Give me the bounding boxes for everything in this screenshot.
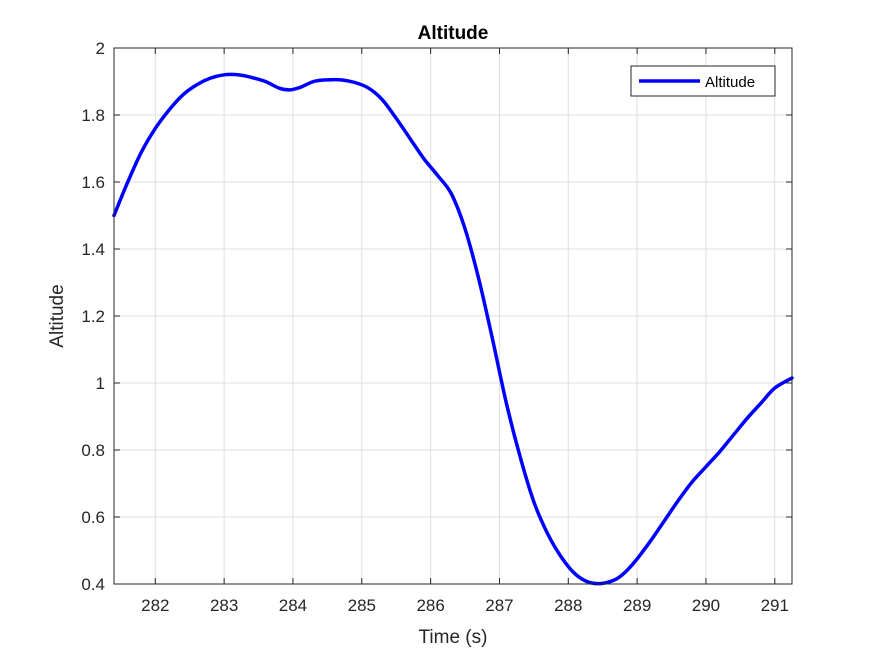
legend: Altitude [630,65,776,97]
chart-title: Altitude [418,23,489,44]
series-line-altitude [112,72,794,586]
x-axis-title: Time (s) [419,627,488,648]
series-layer [112,72,794,586]
x-tick-label: 283 [210,596,238,615]
legend-label: Altitude [705,74,755,91]
y-tick-label: 1 [96,374,105,393]
y-axis-title: Altitude [47,284,68,347]
x-tick-label: 286 [416,596,444,615]
y-tick-label: 0.8 [81,441,105,460]
x-tick-label: 285 [348,596,376,615]
y-tick-label: 0.4 [81,575,105,594]
y-tick-label: 0.6 [81,508,105,527]
x-tick-label: 284 [279,596,307,615]
x-tick-label: 289 [623,596,651,615]
ticks: 282 283 284 285 286 287 288 289 290 291 0.4 0.6 0.8 1… [81,39,792,615]
x-tick-label: 287 [485,596,513,615]
x-tick-label: 291 [761,596,789,615]
y-tick-label: 1.8 [81,106,105,125]
y-tick-label: 1.2 [81,307,105,326]
y-tick-label: 2 [96,39,105,58]
x-tick-label: 290 [692,596,720,615]
y-tick-label: 1.6 [81,173,105,192]
x-tick-label: 282 [141,596,169,615]
x-tick-label: 288 [554,596,582,615]
y-tick-label: 1.4 [81,240,105,259]
